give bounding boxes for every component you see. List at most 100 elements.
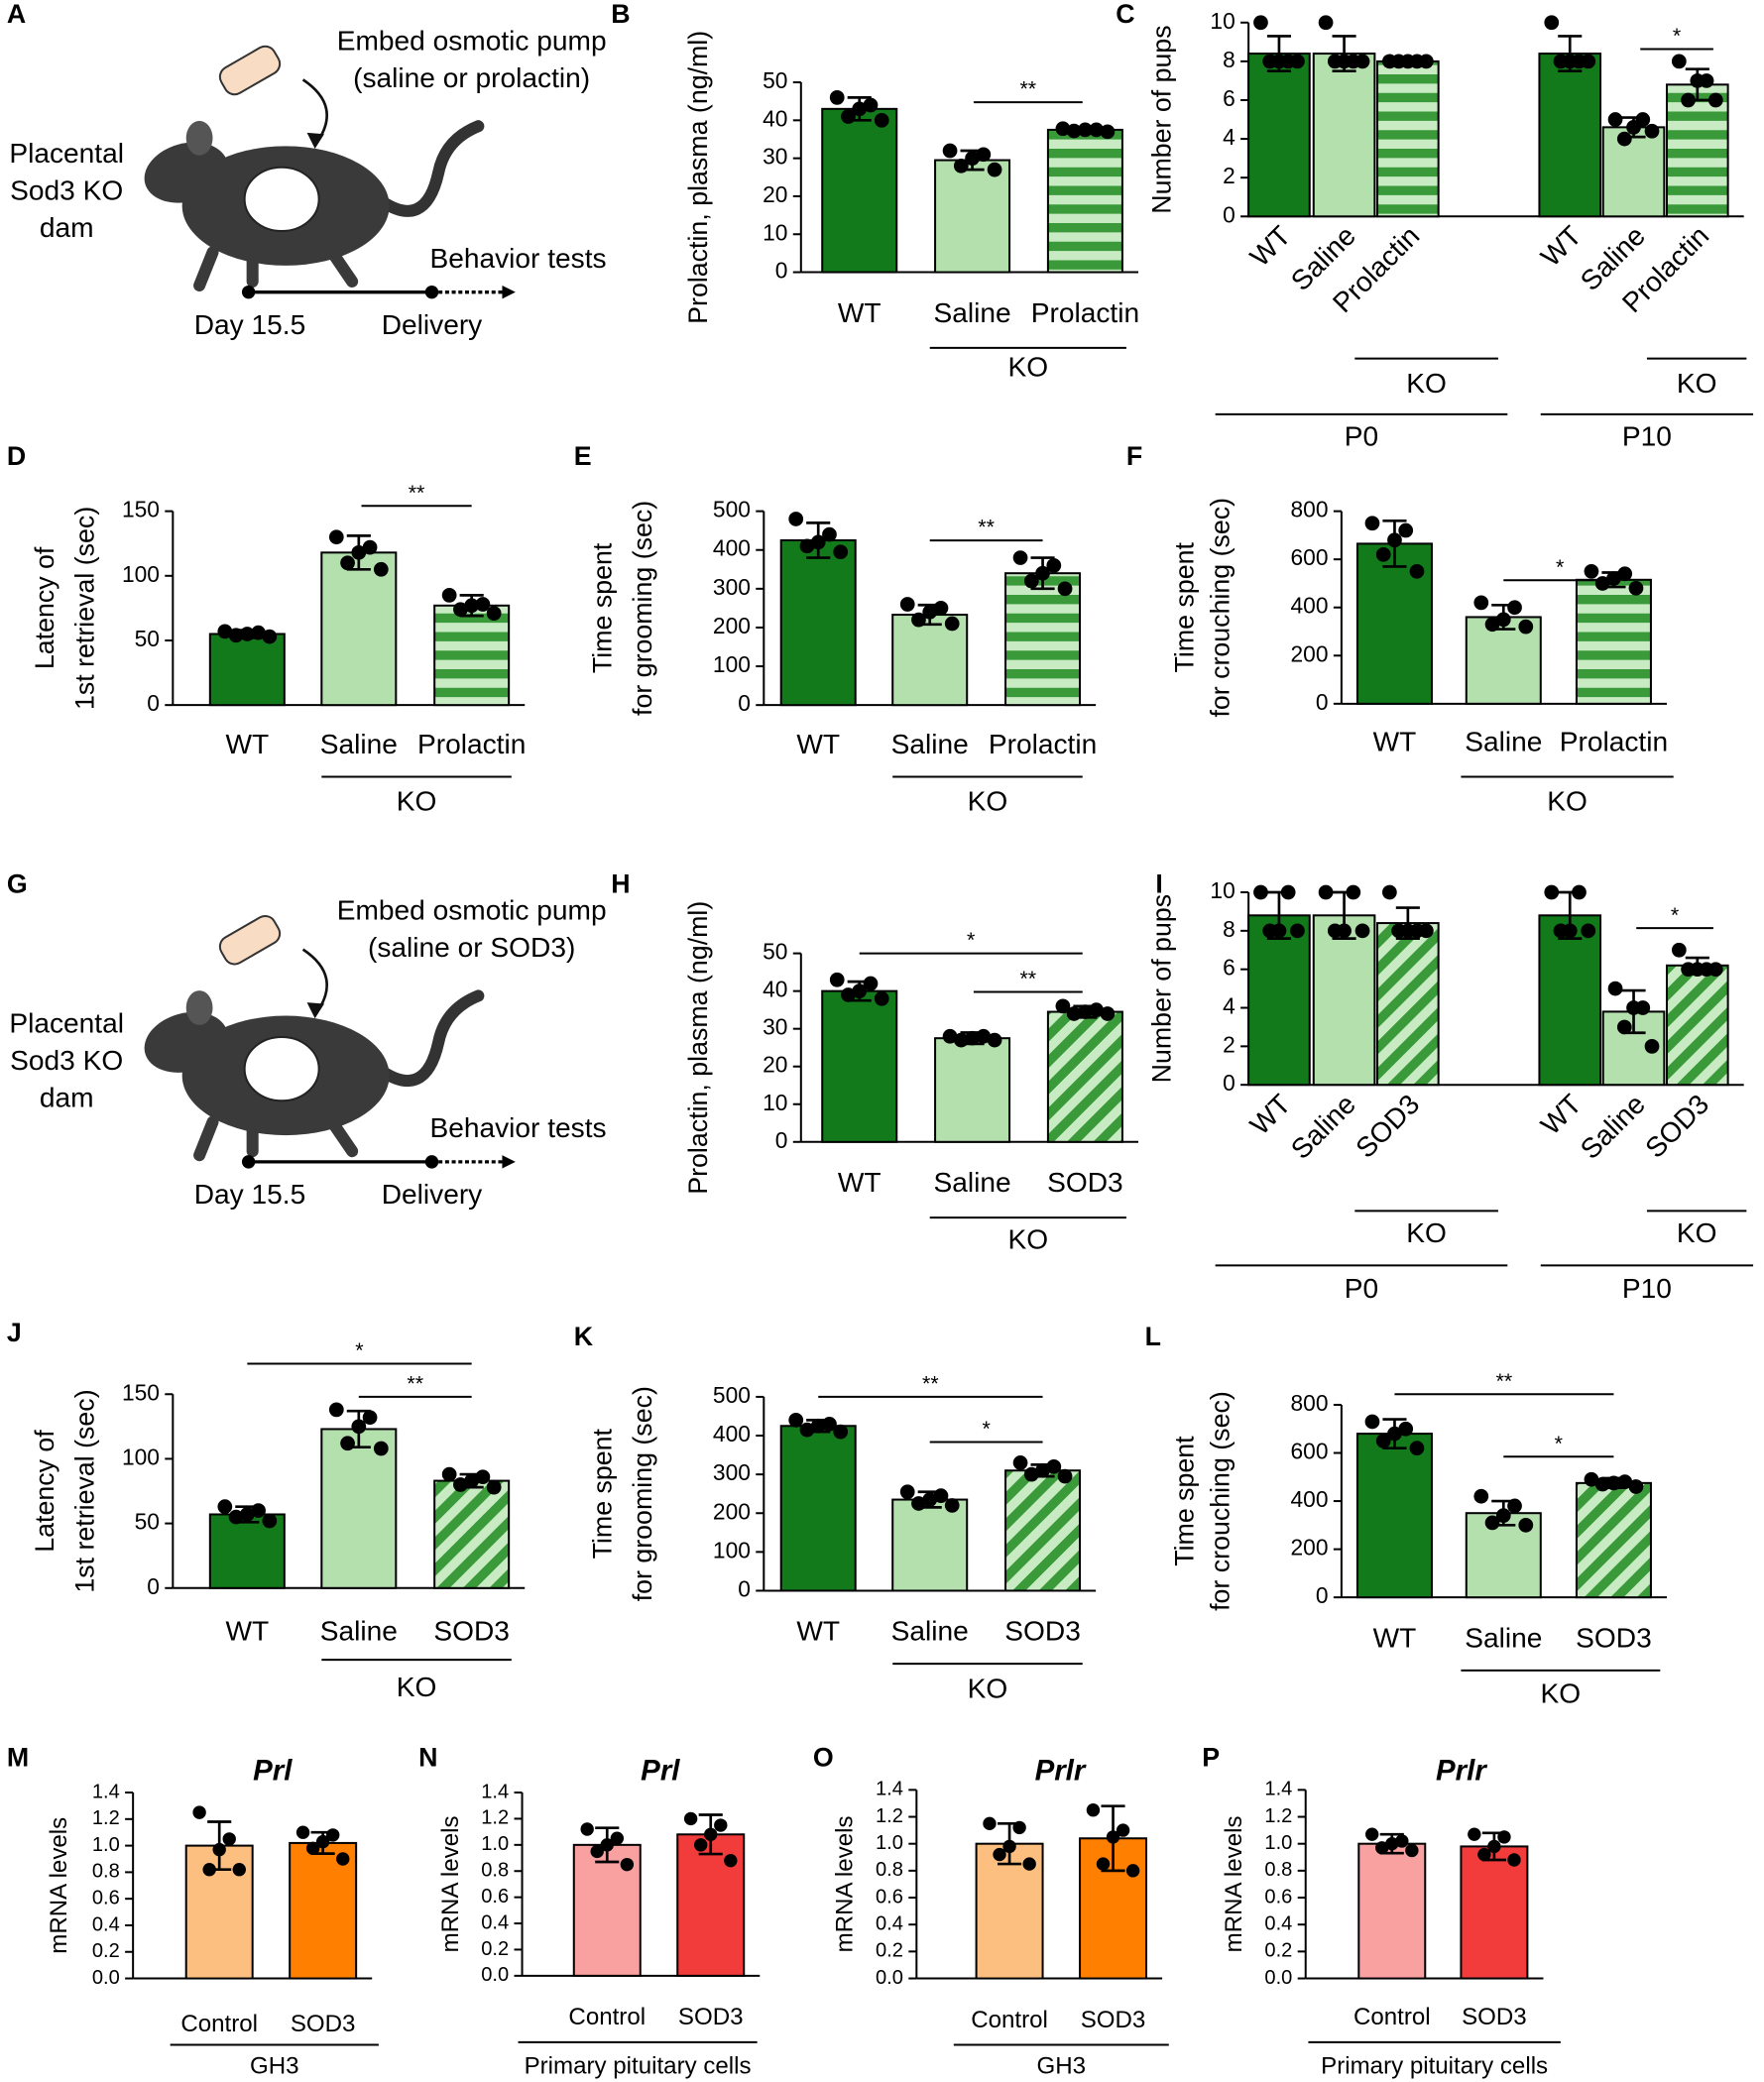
x-tick-label: WT — [1535, 220, 1588, 273]
y-tick-label: 0.2 — [1264, 1940, 1292, 1962]
y-tick-label: 0.6 — [876, 1886, 903, 1908]
data-point — [464, 1473, 480, 1488]
x-tick-label: Saline — [1465, 1622, 1542, 1653]
chart: E Time spent for grooming (sec) 0 100 200 300 4… — [574, 441, 1097, 817]
x-tick-label: WT — [225, 729, 269, 759]
end-text: Delivery — [382, 1179, 483, 1210]
bar — [1046, 1010, 1123, 1143]
data-point — [841, 987, 856, 1002]
diagram: A Embed osmotic pump (saline or prolactin)… — [7, 0, 607, 340]
y-tick-label: 150 — [122, 1379, 160, 1405]
data-point — [1387, 1426, 1402, 1442]
pump-text: (saline or SOD3) — [368, 932, 575, 963]
y-tick-label: 800 — [1291, 497, 1329, 522]
data-point — [1584, 1471, 1599, 1487]
data-point — [1553, 923, 1569, 939]
x-tick-label: SOD3 — [291, 2011, 356, 2037]
data-point — [953, 158, 969, 174]
y-axis-label: Number of pups — [1147, 894, 1177, 1083]
chart-title: Prlr — [1035, 1755, 1087, 1788]
panel-label: A — [7, 0, 26, 29]
diagram: G Embed osmotic pump (saline or SOD3) Place… — [7, 868, 607, 1210]
y-tick-label: 500 — [713, 1382, 751, 1408]
data-point — [251, 1503, 266, 1518]
bar — [934, 159, 1011, 274]
y-tick-label: 400 — [1291, 1486, 1329, 1512]
panel-label: B — [611, 0, 630, 29]
x-tick-label: WT — [1244, 220, 1297, 273]
data-point — [1671, 942, 1687, 958]
data-point — [1671, 54, 1687, 69]
y-tick-label: 0 — [775, 1127, 788, 1153]
data-point — [852, 983, 868, 999]
data-point — [1012, 1455, 1028, 1470]
y-tick-label: 0.2 — [481, 1938, 509, 1960]
x-tick-label: WT — [838, 1167, 882, 1198]
y-axis-label: Latency of — [30, 1430, 59, 1553]
data-point — [983, 1816, 997, 1831]
tests-text: Behavior tests — [429, 1112, 606, 1143]
y-tick-label: 20 — [763, 181, 787, 207]
pump-text: (saline or prolactin) — [353, 62, 590, 93]
chart-title: Prl — [253, 1755, 293, 1788]
mouse-head — [144, 1011, 228, 1073]
bar — [821, 989, 898, 1143]
uterus — [243, 1035, 320, 1102]
data-point — [1375, 1434, 1391, 1448]
data-point — [295, 1825, 310, 1839]
data-point — [1125, 1864, 1140, 1878]
y-tick-label: 300 — [713, 1459, 751, 1485]
data-point — [1507, 1853, 1521, 1867]
panel-label: C — [1116, 0, 1134, 29]
subject-text: dam — [40, 212, 94, 243]
significance-label: * — [967, 928, 975, 952]
data-point — [987, 162, 1002, 177]
data-point — [1607, 112, 1623, 127]
data-point — [1290, 923, 1305, 939]
bar — [1312, 914, 1376, 1087]
x-tick-label: SOD3 — [433, 1616, 510, 1647]
data-point — [1507, 1498, 1522, 1514]
data-point — [1409, 1441, 1425, 1456]
y-tick-label: 0 — [775, 258, 788, 284]
data-point — [580, 1822, 594, 1836]
data-point — [1518, 1517, 1534, 1533]
data-point — [799, 1422, 815, 1438]
data-point — [373, 1441, 389, 1456]
y-tick-label: 0 — [1316, 689, 1329, 715]
bar — [320, 1428, 398, 1589]
data-point — [704, 1827, 718, 1841]
y-tick-label: 100 — [122, 561, 160, 587]
y-tick-label: 400 — [713, 535, 751, 561]
data-point — [351, 1419, 367, 1435]
data-point — [810, 1418, 826, 1434]
data-point — [1681, 92, 1696, 108]
data-point — [1253, 884, 1268, 900]
data-point — [1318, 15, 1334, 31]
y-tick-label: 0 — [1223, 201, 1235, 227]
bar — [1538, 914, 1602, 1087]
data-point — [1382, 884, 1397, 900]
data-point — [1628, 1479, 1644, 1494]
data-point — [944, 616, 960, 632]
significance-label: ** — [922, 1372, 939, 1396]
data-point — [228, 628, 244, 643]
data-point — [1707, 962, 1723, 978]
y-tick-label: 200 — [1291, 640, 1329, 666]
panel-label: M — [7, 1743, 29, 1773]
y-tick-label: 0.6 — [92, 1887, 120, 1908]
mouse-legs — [193, 246, 359, 291]
significance-label: ** — [1496, 1369, 1513, 1393]
y-axis-label: mRNA levels — [1221, 1815, 1247, 1952]
data-point — [453, 1477, 468, 1492]
bar — [779, 538, 857, 707]
y-tick-label: 0.8 — [876, 1859, 903, 1881]
y-tick-label: 0.0 — [481, 1964, 509, 1986]
data-point — [305, 1841, 320, 1855]
start-text: Day 15.5 — [194, 1179, 306, 1210]
y-tick-label: 400 — [713, 1421, 751, 1446]
data-point — [944, 1498, 960, 1513]
data-point — [788, 512, 804, 526]
data-point — [202, 1863, 216, 1877]
